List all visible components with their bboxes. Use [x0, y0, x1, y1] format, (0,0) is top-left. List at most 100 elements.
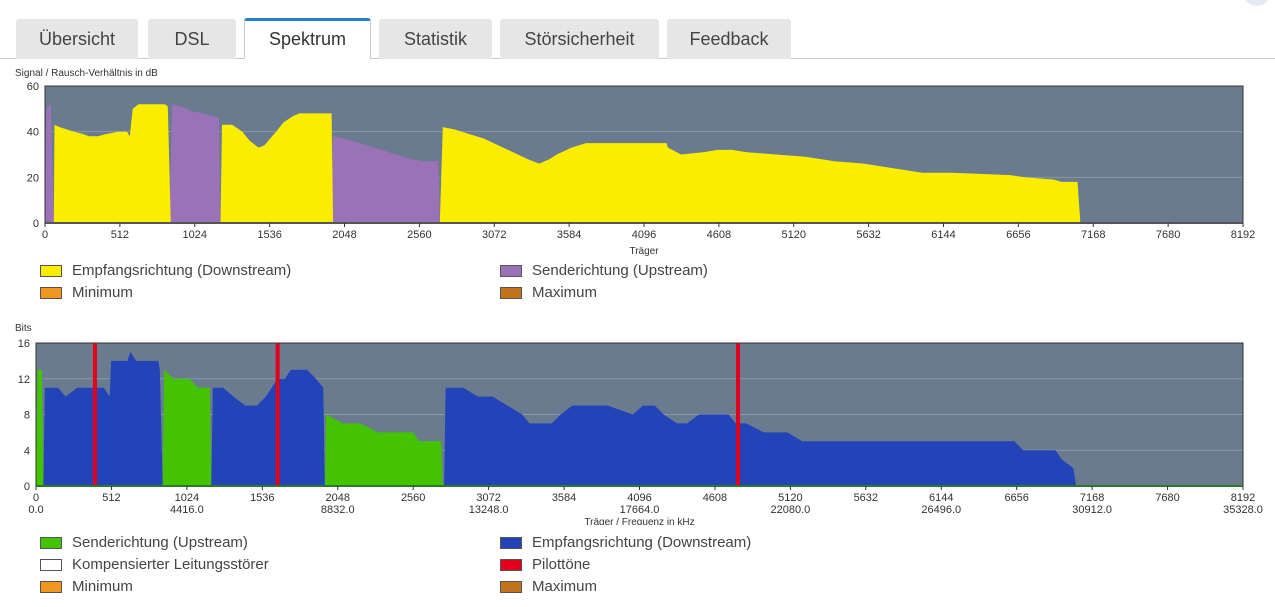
bits-legend-item: Senderichtung (Upstream)	[40, 534, 248, 551]
bits-xfreq-label: 4416.0	[170, 504, 204, 516]
tab-bar: Übersicht DSL Spektrum Statistik Störsic…	[0, 0, 1275, 59]
bits-ytick-label: 16	[18, 338, 30, 350]
snr-xtick-label: 6656	[1006, 229, 1030, 241]
bits-xtick-label: 4096	[627, 492, 651, 504]
bits-xtick-label: 0	[33, 492, 39, 504]
bits-legend-item: Empfangsrichtung (Downstream)	[500, 534, 751, 551]
bits-xtick-label: 7168	[1080, 492, 1104, 504]
bits-legend-item: Maximum	[500, 578, 597, 595]
snr-legend-swatch	[500, 264, 522, 277]
snr-legend: Empfangsrichtung (Downstream) Senderichtu…	[0, 262, 1275, 302]
tab-feedback[interactable]: Feedback	[667, 19, 791, 59]
bits-xfreq-label: 35328.0	[1223, 504, 1263, 516]
snr-ytick-label: 20	[27, 172, 39, 184]
snr-series-upstream	[45, 104, 440, 223]
bits-xtick-label: 6656	[1004, 492, 1028, 504]
user-avatar[interactable]	[1243, 0, 1271, 6]
bits-legend-item: Minimum	[40, 578, 133, 595]
bits-legend-label: Pilottöne	[532, 556, 591, 573]
bits-pilot-tone	[92, 343, 97, 486]
bits-ytick-label: 0	[24, 481, 30, 493]
snr-chart: Signal / Rausch-Verhältnis in dB 0 20 40 60 0…	[15, 68, 1255, 257]
tab-dsl[interactable]: DSL	[148, 19, 236, 59]
bits-xtick-label: 5120	[778, 492, 802, 504]
bits-legend-label: Kompensierter Leitungsstörer	[72, 556, 269, 573]
bits-legend-item: Kompensierter Leitungsstörer	[40, 556, 269, 573]
bits-xfreq-label: 8832.0	[321, 504, 355, 516]
bits-xtick-label: 2048	[326, 492, 350, 504]
bits-xtick-label: 1536	[250, 492, 274, 504]
bits-xfreq-label: 26496.0	[921, 504, 961, 516]
snr-ytick-label: 60	[27, 81, 39, 93]
snr-xtick-label: 2048	[332, 229, 356, 241]
bits-xtick-label: 3072	[476, 492, 500, 504]
snr-legend-label: Minimum	[72, 284, 133, 301]
snr-legend-swatch	[500, 286, 522, 299]
bits-series-downstream	[43, 351, 1077, 486]
bits-legend-swatch	[40, 536, 62, 549]
bits-xfreq-label: 30912.0	[1072, 504, 1112, 516]
bits-legend-label: Senderichtung (Upstream)	[72, 534, 248, 551]
bits-xfreq-label: 13248.0	[469, 504, 509, 516]
snr-legend-label: Maximum	[532, 284, 598, 301]
bits-title: Bits	[15, 323, 32, 334]
bits-xfreq-label: 22080.0	[770, 504, 810, 516]
bits-xlabel: Träger / Frequenz in kHz	[584, 517, 694, 525]
bits-series-upstream	[36, 369, 443, 486]
bits-xtick-label: 8192	[1231, 492, 1255, 504]
bits-xtick-label: 1024	[175, 492, 199, 504]
snr-xtick-label: 5632	[856, 229, 880, 241]
bits-ytick-label: 4	[24, 445, 30, 457]
snr-legend-swatch	[40, 264, 62, 277]
bits-xtick-label: 5632	[854, 492, 878, 504]
snr-xtick-label: 7168	[1081, 229, 1105, 241]
bits-xtick-label: 3584	[552, 492, 576, 504]
bits-xfreq-label: 17664.0	[620, 504, 660, 516]
snr-xtick-label: 6144	[931, 229, 955, 241]
bits-pilot-tone	[736, 343, 741, 486]
bits-xtick-label: 6144	[929, 492, 953, 504]
bits-legend-swatch	[500, 580, 522, 593]
snr-series-downstream	[53, 104, 1081, 223]
snr-legend-item: Empfangsrichtung (Downstream)	[40, 262, 291, 279]
snr-xtick-label: 5120	[782, 229, 806, 241]
bits-legend-label: Maximum	[532, 578, 598, 595]
snr-ytick-label: 0	[33, 218, 39, 230]
tab-spektrum[interactable]: Spektrum	[244, 18, 371, 59]
snr-legend-label: Empfangsrichtung (Downstream)	[72, 262, 292, 279]
snr-xtick-label: 7680	[1156, 229, 1180, 241]
bits-legend-label: Empfangsrichtung (Downstream)	[532, 534, 752, 551]
snr-xtick-label: 0	[42, 229, 48, 241]
bits-legend-item: Pilottöne	[500, 556, 590, 573]
bits-legend-swatch	[500, 558, 522, 571]
tab-statistik[interactable]: Statistik	[379, 19, 492, 59]
bits-xtick-label: 4608	[703, 492, 727, 504]
snr-xtick-label: 4096	[632, 229, 656, 241]
snr-legend-item: Minimum	[40, 284, 133, 301]
bits-xtick-label: 512	[102, 492, 120, 504]
snr-xtick-label: 3584	[557, 229, 581, 241]
bits-xtick-label: 7680	[1155, 492, 1179, 504]
tab-stoersicherheit[interactable]: Störsicherheit	[500, 19, 659, 59]
bits-legend-swatch	[40, 558, 62, 571]
bits-pilot-tone	[275, 343, 280, 486]
bits-xtick-label: 2560	[401, 492, 425, 504]
snr-xtick-label: 1536	[257, 229, 281, 241]
snr-legend-label: Senderichtung (Upstream)	[532, 262, 708, 279]
bits-legend-swatch	[500, 536, 522, 549]
bits-legend-swatch	[40, 580, 62, 593]
tab-uebersicht[interactable]: Übersicht	[16, 19, 138, 59]
snr-xtick-label: 2560	[407, 229, 431, 241]
snr-xtick-label: 4608	[707, 229, 731, 241]
bits-legend-label: Minimum	[72, 578, 133, 595]
snr-legend-item: Senderichtung (Upstream)	[500, 262, 708, 279]
bits-xfreq-label: 0.0	[28, 504, 43, 516]
bits-ytick-label: 8	[24, 410, 30, 422]
snr-title: Signal / Rausch-Verhältnis in dB	[15, 68, 158, 79]
bits-ytick-label: 12	[18, 374, 30, 386]
snr-legend-swatch	[40, 286, 62, 299]
snr-xlabel: Träger	[629, 246, 659, 257]
snr-xtick-label: 8192	[1231, 229, 1255, 241]
snr-ytick-label: 40	[27, 127, 39, 139]
